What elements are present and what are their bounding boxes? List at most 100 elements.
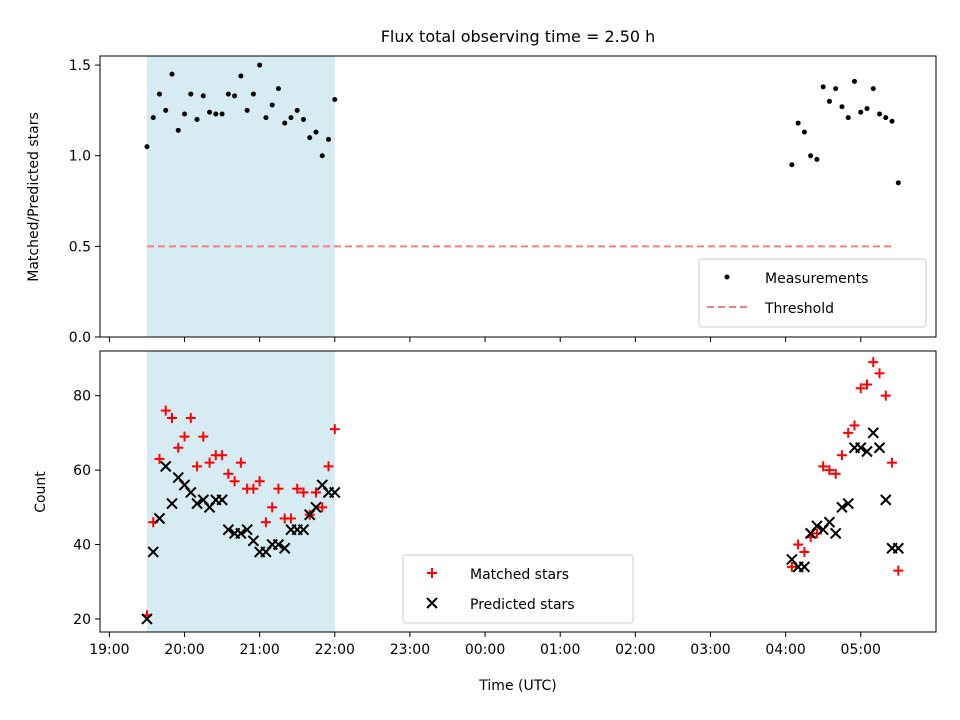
matched-star-point xyxy=(185,412,196,423)
matched-star-point xyxy=(862,379,873,390)
matched-star-point xyxy=(874,368,885,379)
measurement-point xyxy=(144,144,150,150)
predicted-star-point xyxy=(222,523,235,536)
measurement-point xyxy=(864,106,870,112)
x-tick-label: 04:00 xyxy=(765,642,805,658)
predicted-star-point xyxy=(241,523,253,536)
measurement-point xyxy=(826,98,832,104)
measurement-point xyxy=(175,127,181,133)
measurement-point xyxy=(207,109,213,115)
measurement-point xyxy=(332,97,338,103)
measurement-point xyxy=(232,93,238,99)
measurement-point xyxy=(263,115,269,121)
measurement-point xyxy=(877,111,883,117)
matched-star-point xyxy=(179,431,190,442)
predicted-star-point xyxy=(873,442,886,454)
count-y-ticks: 20 40 60 80 xyxy=(73,389,100,628)
count-legend: Matched stars Predicted stars xyxy=(402,554,634,624)
measurement-point xyxy=(808,153,814,159)
y-tick-label: 1.0 xyxy=(69,149,91,165)
x-tick-label: 05:00 xyxy=(841,642,881,658)
x-tick-label: 03:00 xyxy=(690,642,730,658)
matched-star-point xyxy=(849,420,860,431)
predicted-star-point xyxy=(836,501,848,514)
measurement-point xyxy=(814,156,820,162)
ratio-axes-frame xyxy=(99,55,937,338)
measurement-point xyxy=(313,129,319,135)
matched-star-point xyxy=(793,539,804,550)
matched-star-point xyxy=(285,513,296,524)
matched-star-point xyxy=(267,502,278,513)
ratio-legend: Measurements Threshold xyxy=(698,258,927,328)
measurement-point xyxy=(889,118,895,124)
matched-star-point xyxy=(830,468,841,479)
matched-star-point xyxy=(192,461,203,472)
predicted-star-point xyxy=(166,497,178,510)
chart-title: Flux total observing time = 2.50 h xyxy=(381,27,656,46)
matched-star-point xyxy=(329,424,340,435)
measurement-point xyxy=(169,71,175,77)
measurement-point xyxy=(194,116,200,122)
measurement-point xyxy=(858,109,864,115)
matched-star-point xyxy=(311,487,322,498)
legend-threshold-label: Threshold xyxy=(764,301,834,317)
matched-star-point xyxy=(229,476,240,487)
measurement-point xyxy=(845,115,851,121)
matched-star-point xyxy=(880,390,891,401)
measurement-point xyxy=(163,107,169,113)
x-tick-label: 20:00 xyxy=(164,642,204,658)
matched-star-point xyxy=(298,487,309,498)
predicted-star-point xyxy=(823,516,836,528)
matched-star-point xyxy=(167,412,178,423)
measurement-point xyxy=(244,107,250,113)
x-axis-label: Time (UTC) xyxy=(478,678,556,694)
measurement-point xyxy=(182,111,188,117)
y-tick-label: 40 xyxy=(73,538,91,554)
predicted-star-point xyxy=(147,546,159,558)
predicted-star-point xyxy=(829,527,842,540)
matched-star-point xyxy=(260,517,271,528)
ratio-y-ticks: 0.0 0.5 1.0 1.5 xyxy=(69,58,100,346)
y-tick-label: 20 xyxy=(73,612,91,628)
predicted-star-point xyxy=(329,486,341,499)
matched-star-point xyxy=(273,483,284,494)
predicted-star-point xyxy=(842,497,854,510)
predicted-star-point xyxy=(247,535,260,547)
x-tick-label: 01:00 xyxy=(540,642,580,658)
x-tick-label: 22:00 xyxy=(315,642,355,658)
matched-star-point xyxy=(799,546,810,557)
x-tick-label: 23:00 xyxy=(390,642,430,658)
measurement-point xyxy=(257,62,263,68)
matched-star-point xyxy=(248,483,259,494)
measurement-point xyxy=(200,93,206,99)
matched-star-point xyxy=(254,476,265,487)
matched-star-point xyxy=(235,457,246,468)
measurement-point xyxy=(833,86,839,92)
ratio-panel: 0.0 0.5 1.0 1.5 Matched/Predicted stars Mea… xyxy=(26,55,937,346)
matched-star-point xyxy=(893,565,904,576)
measurement-point xyxy=(213,111,219,117)
measurement-point xyxy=(307,135,313,141)
measurement-point xyxy=(269,102,275,108)
x-tick-label: 19:00 xyxy=(89,642,129,658)
count-panel: 19:00 20:00 21:00 22:00 23:00 00:00 01:00 02:00… xyxy=(33,350,937,694)
matched-star-point xyxy=(198,431,209,442)
x-tick-label: 00:00 xyxy=(465,642,505,658)
measurement-point xyxy=(851,78,857,84)
measurement-point xyxy=(219,111,225,117)
legend-plus-icon xyxy=(427,568,437,578)
measurement-point xyxy=(839,104,845,110)
legend-predicted-label: Predicted stars xyxy=(470,597,575,613)
x-tick-label: 21:00 xyxy=(239,642,279,658)
ratio-y-axis-label: Matched/Predicted stars xyxy=(26,112,42,282)
measurement-point xyxy=(883,115,889,121)
measurement-point xyxy=(275,86,281,92)
predicted-star-point xyxy=(798,561,811,573)
predicted-star-point xyxy=(160,460,172,473)
measurement-point xyxy=(288,115,294,121)
y-tick-label: 0.0 xyxy=(69,330,91,346)
predicted-star-point xyxy=(153,512,166,525)
matched-star-point xyxy=(786,561,797,572)
count-y-axis-label: Count xyxy=(33,471,49,513)
